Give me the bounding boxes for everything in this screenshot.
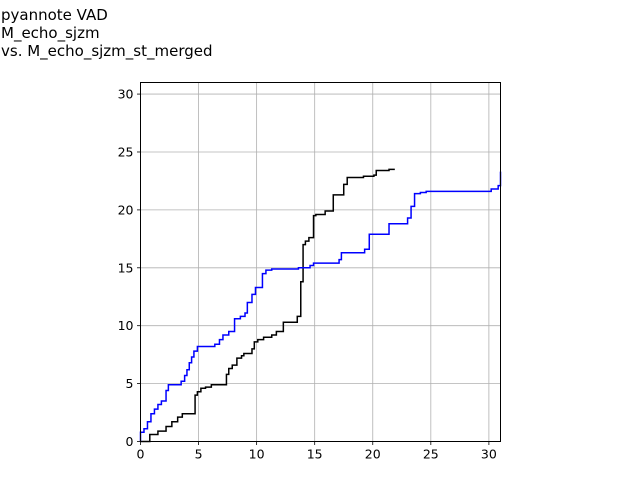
x-tick-label: 10: [249, 447, 265, 462]
chart-title-line-3: vs. M_echo_sjzm_st_merged: [1, 42, 213, 60]
x-tick-label: 20: [365, 447, 381, 462]
series-group: [139, 168, 502, 443]
x-tick-label: 0: [137, 447, 145, 462]
y-tick-label: 30: [118, 87, 134, 102]
plot-frame: [140, 82, 501, 442]
x-tick-label: 15: [307, 447, 323, 462]
chart-title: pyannote VAD M_echo_sjzm vs. M_echo_sjzm…: [1, 6, 213, 60]
x-tick-label: 5: [195, 447, 203, 462]
y-tick-label: 20: [118, 202, 134, 217]
series-line-1: [140, 168, 395, 443]
chart-title-line-2: M_echo_sjzm: [1, 24, 100, 42]
series-line-2: [139, 171, 502, 442]
ticks-group: 0 5 10 15 20 25 30 0 5 10 15 20 25 30: [118, 87, 497, 462]
y-tick-label: 25: [118, 144, 134, 159]
chart-title-line-1: pyannote VAD: [1, 6, 108, 24]
x-tick-label: 25: [423, 447, 439, 462]
y-tick-label: 10: [118, 318, 134, 333]
y-tick-label: 15: [118, 260, 134, 275]
y-tick-label: 0: [126, 434, 134, 449]
x-tick-label: 30: [481, 447, 497, 462]
grid: [140, 82, 501, 442]
y-tick-label: 5: [126, 376, 134, 391]
